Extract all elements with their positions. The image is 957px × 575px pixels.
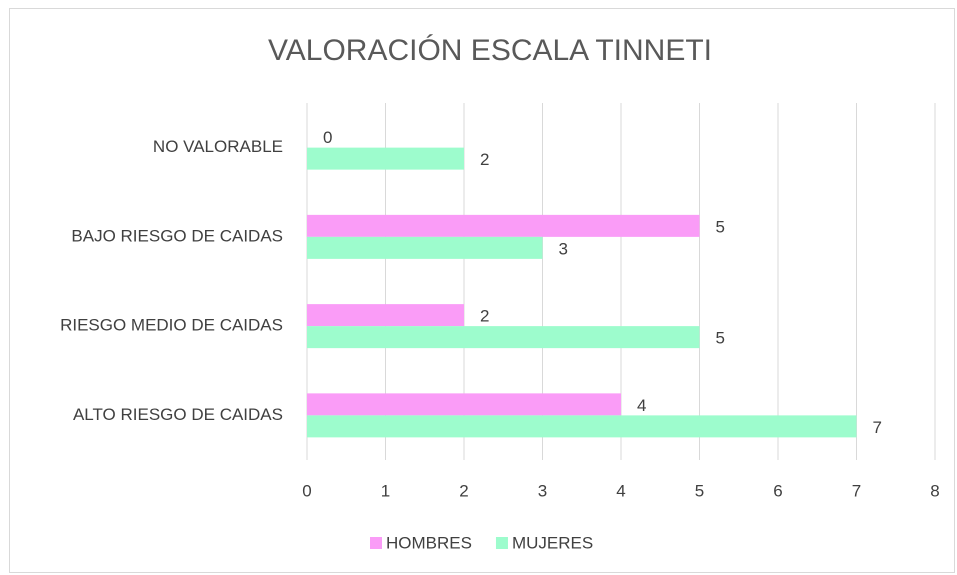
bar: [307, 236, 543, 259]
bar: [307, 326, 700, 349]
legend-swatch: [495, 537, 508, 549]
data-label: 5: [716, 329, 725, 348]
legend-label: MUJERES: [512, 533, 593, 552]
y-tick-label: NO VALORABLE: [153, 137, 283, 156]
y-tick-label: RIESGO MEDIO DE CAIDAS: [60, 316, 283, 335]
x-tick-label: 2: [459, 481, 468, 500]
x-tick-label: 0: [302, 481, 311, 500]
data-label: 3: [559, 239, 568, 258]
x-tick-label: 8: [930, 481, 939, 500]
legend-swatch: [370, 537, 382, 549]
data-label: 2: [480, 307, 489, 326]
bar: [307, 415, 857, 438]
y-tick-label: ALTO RIESGO DE CAIDAS: [73, 405, 283, 424]
legend-label: HOMBRES: [386, 533, 472, 552]
bar: [307, 304, 464, 327]
bar: [307, 393, 621, 416]
x-tick-label: 7: [852, 481, 861, 500]
data-label: 2: [480, 150, 489, 169]
data-label: 0: [323, 128, 332, 147]
bar: [307, 214, 700, 237]
y-tick-label: BAJO RIESGO DE CAIDAS: [71, 226, 283, 245]
x-tick-label: 4: [616, 481, 625, 500]
x-tick-label: 3: [538, 481, 547, 500]
chart-title: VALORACIÓN ESCALA TINNETI: [268, 34, 712, 67]
x-tick-label: 6: [773, 481, 782, 500]
chart-border: [9, 8, 955, 573]
data-label: 7: [873, 418, 882, 437]
x-tick-label: 5: [695, 481, 704, 500]
bar: [307, 147, 464, 170]
data-label: 5: [716, 217, 725, 236]
x-tick-label: 1: [381, 481, 390, 500]
data-label: 4: [637, 396, 646, 415]
